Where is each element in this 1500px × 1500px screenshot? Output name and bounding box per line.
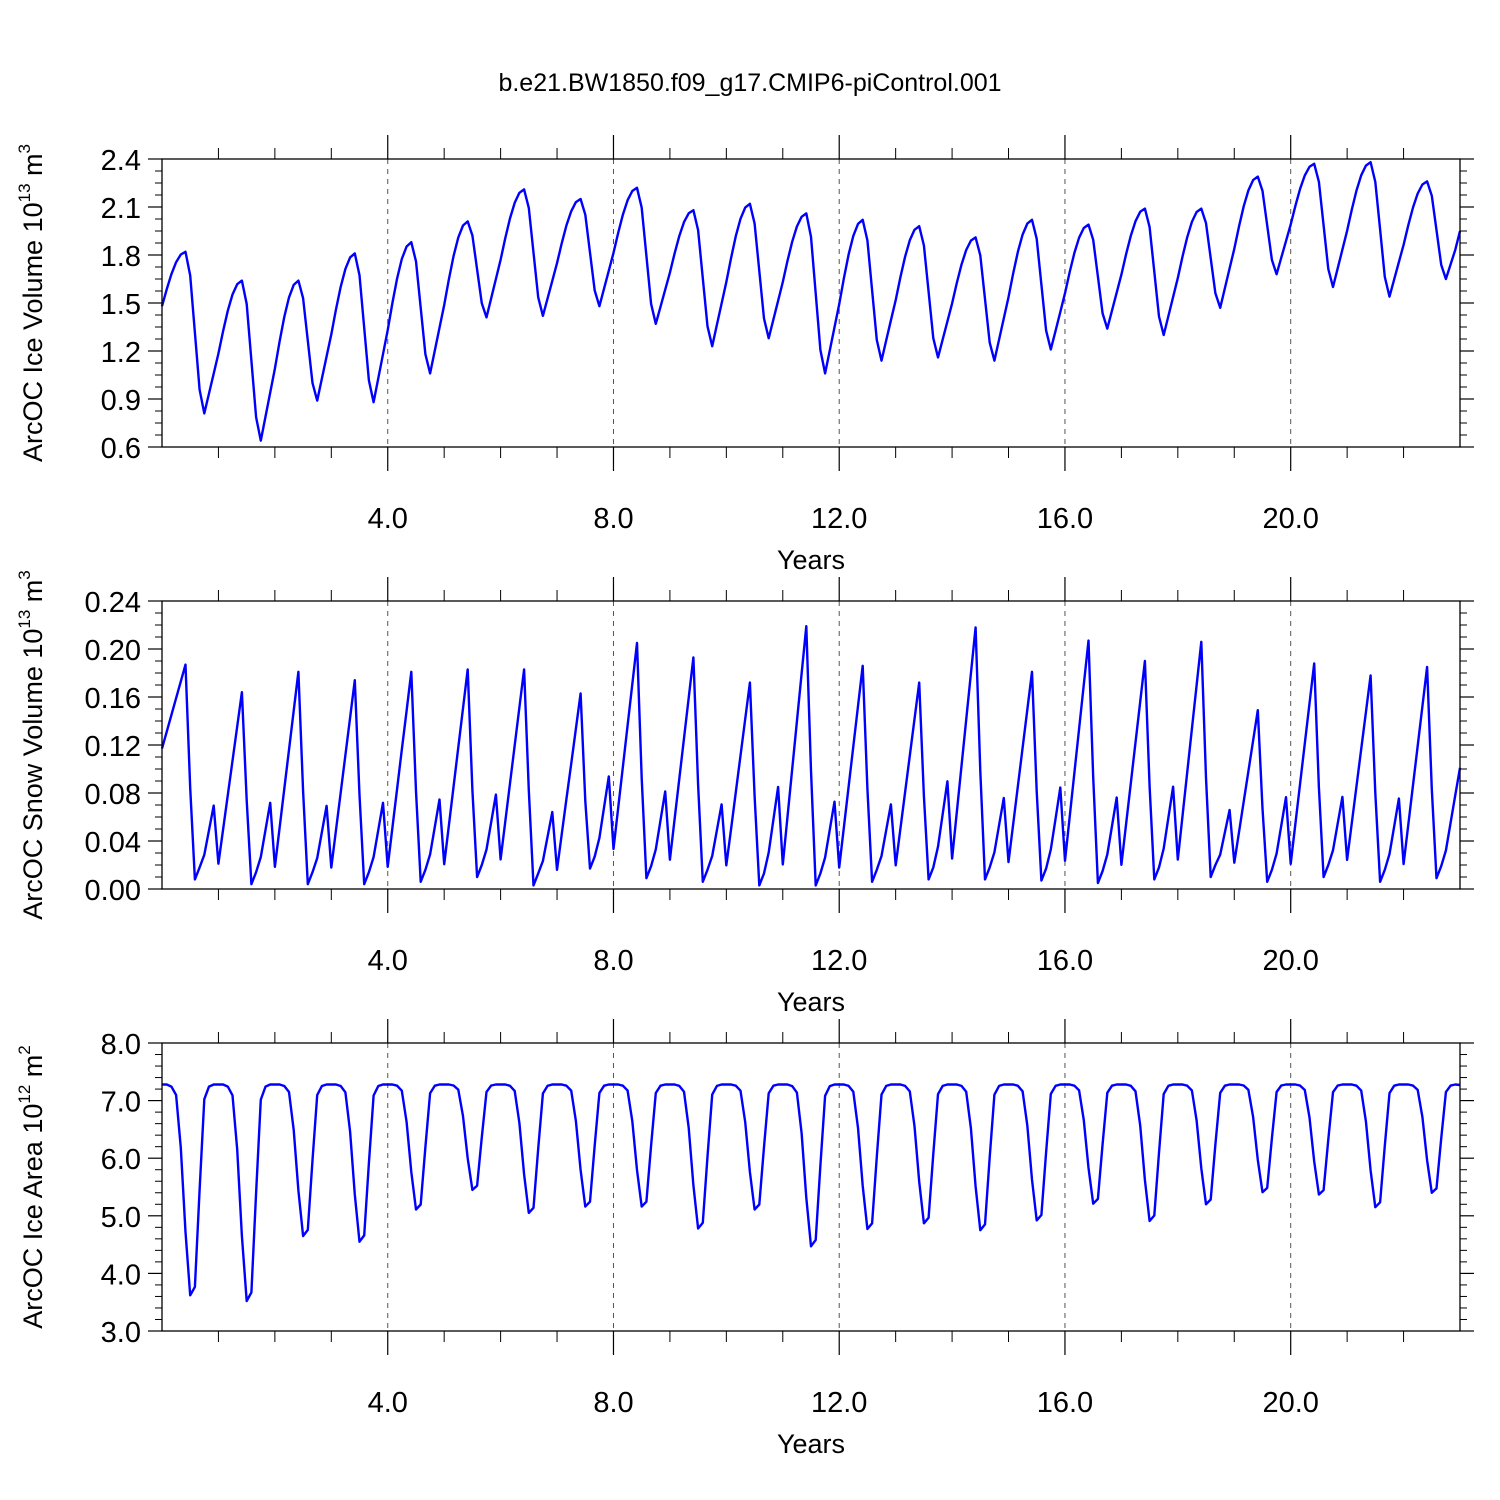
x-tick-label: 20.0 [1262,1387,1318,1419]
y-tick-label: 0.08 [85,779,141,811]
ice-area-panel: 3.0 4.0 5.0 6.0 7.0 8.0 4.0 8.0 12.0 16.0 20.0 Year… [15,1019,1474,1459]
x-axis-title: Years [777,1429,845,1459]
y-tick-label: 0.9 [101,385,141,417]
series-line [160,161,1462,442]
x-tick-label: 8.0 [593,945,633,977]
x-axis-title: Years [777,987,845,1017]
x-tick-label: 20.0 [1262,503,1318,535]
y-tick-label: 0.6 [101,433,141,465]
x-axis-title: Years [777,545,845,575]
y-tick-label: 0.00 [85,875,141,907]
x-tick-label: 8.0 [593,1387,633,1419]
x-tick-label: 20.0 [1262,945,1318,977]
y-tick-label: 7.0 [101,1087,141,1119]
x-tick-label: 16.0 [1037,503,1093,535]
y-tick-label: 0.16 [85,683,141,715]
y-tick-label: 2.1 [101,193,141,225]
y-tick-label: 8.0 [101,1029,141,1061]
y-tick-label: 4.0 [101,1259,141,1291]
plot-frame [161,1042,1461,1332]
x-tick-label: 12.0 [811,1387,867,1419]
y-tick-label: 2.4 [101,145,141,177]
series-line [160,625,1462,887]
ice-volume-panel: 0.6 0.9 1.2 1.5 1.8 2.1 2.4 4.0 8.0 12.0 16.0 20.0 Y… [15,135,1474,575]
x-tick-label: 4.0 [368,1387,408,1419]
y-axis-title: ArcOC Ice Area 1012 m2 [15,1045,48,1329]
y-tick-label: 1.2 [101,337,141,369]
x-tick-label: 12.0 [811,945,867,977]
y-tick-label: 6.0 [101,1144,141,1176]
plot-frame [161,158,1461,448]
snow-volume-panel: 0.00 0.04 0.08 0.12 0.16 0.20 0.24 4.0 8.0 12.0 16… [15,570,1474,1017]
y-tick-label: 3.0 [101,1317,141,1349]
series-line [162,1083,1461,1303]
x-tick-label: 8.0 [593,503,633,535]
y-tick-label: 0.20 [85,635,141,667]
y-tick-label: 0.24 [85,587,141,619]
y-tick-label: 0.12 [85,731,141,763]
y-axis-title: ArcOC Snow Volume 1013 m3 [15,570,48,920]
y-axis-title: ArcOC Ice Volume 1013 m3 [15,144,48,462]
y-tick-label: 1.8 [101,241,141,273]
y-tick-label: 5.0 [101,1202,141,1234]
x-tick-label: 4.0 [368,945,408,977]
x-tick-label: 12.0 [811,503,867,535]
x-tick-label: 16.0 [1037,945,1093,977]
x-tick-label: 4.0 [368,503,408,535]
y-tick-label: 0.04 [85,827,141,859]
y-tick-label: 1.5 [101,289,141,321]
x-tick-label: 16.0 [1037,1387,1093,1419]
figure-title: b.e21.BW1850.f09_g17.CMIP6-piControl.001 [498,69,1001,97]
